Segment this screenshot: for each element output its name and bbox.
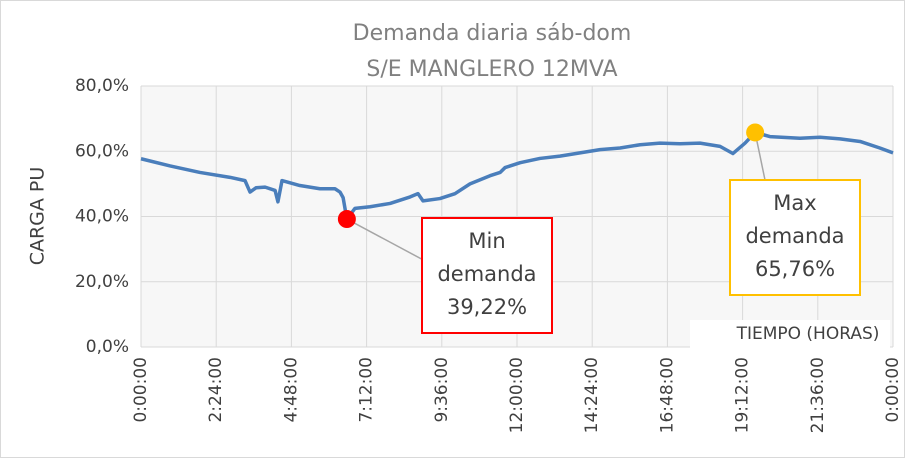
- x-tick-label: 21:36:00: [808, 357, 828, 433]
- x-tick-label: 14:24:00: [582, 357, 602, 433]
- annotation-text: demanda: [437, 262, 536, 286]
- y-tick-label: 0,0%: [86, 337, 129, 357]
- x-axis-label: TIEMPO (HORAS): [736, 324, 880, 344]
- x-tick-label: 19:12:00: [733, 357, 753, 433]
- y-tick-label: 80,0%: [75, 76, 129, 96]
- annotation-text: demanda: [745, 224, 844, 248]
- annotation-text: 39,22%: [447, 295, 527, 319]
- y-tick-label: 20,0%: [75, 272, 129, 292]
- y-tick-label: 40,0%: [75, 207, 129, 227]
- chart-title: Demanda diaria sáb-dom: [353, 21, 632, 46]
- annotation-text: 65,76%: [755, 257, 835, 281]
- x-tick-label: 0:00:00: [131, 357, 151, 423]
- point-marker: [337, 210, 356, 229]
- chart-title: S/E MANGLERO 12MVA: [366, 57, 617, 82]
- annotation-text: Max: [773, 191, 816, 215]
- x-label-bg: [690, 320, 890, 348]
- x-tick-label: 7:12:00: [357, 357, 377, 423]
- y-axis-label: CARGA PU: [27, 167, 49, 266]
- x-tick-label: 0:00:00: [883, 357, 903, 423]
- annotation-box: [729, 179, 861, 296]
- annotation-box: [421, 217, 553, 334]
- line-series: [140, 130, 894, 221]
- x-tick-label: 4:48:00: [281, 357, 301, 423]
- point-marker: [746, 123, 765, 142]
- x-tick-label: 12:00:00: [507, 357, 527, 433]
- annotation-text: Min: [468, 229, 505, 253]
- x-tick-label: 2:24:00: [206, 357, 226, 423]
- x-tick-label: 9:36:00: [432, 357, 452, 423]
- y-tick-label: 60,0%: [75, 141, 129, 161]
- x-tick-label: 16:48:00: [657, 357, 677, 433]
